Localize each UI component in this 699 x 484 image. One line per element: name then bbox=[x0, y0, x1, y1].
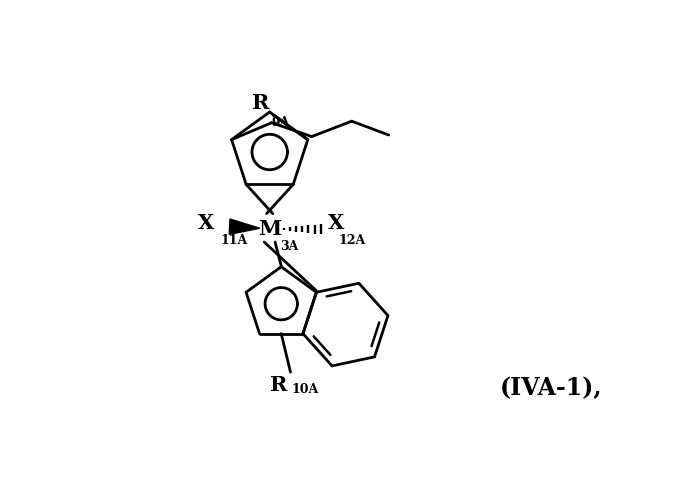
Polygon shape bbox=[229, 219, 259, 234]
Text: 11A: 11A bbox=[220, 234, 247, 247]
Text: 9A: 9A bbox=[272, 116, 290, 129]
Text: R: R bbox=[252, 93, 269, 113]
Text: X: X bbox=[327, 213, 344, 233]
Text: 12A: 12A bbox=[339, 234, 366, 247]
Text: X: X bbox=[198, 213, 215, 233]
Text: M: M bbox=[258, 219, 281, 239]
Text: 3A: 3A bbox=[280, 240, 299, 253]
Text: (IVA-1),: (IVA-1), bbox=[500, 377, 602, 400]
Text: 10A: 10A bbox=[291, 383, 319, 396]
Text: R: R bbox=[270, 375, 287, 395]
